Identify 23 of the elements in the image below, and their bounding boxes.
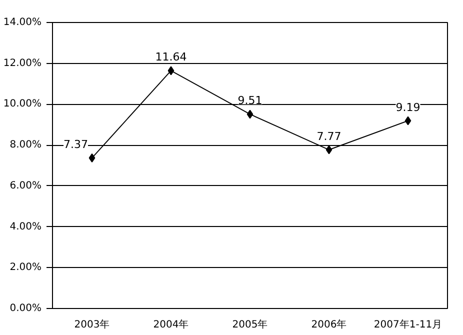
y-tick-label: 2.00% (10, 262, 42, 274)
x-tick-label: 2003年 (74, 318, 110, 330)
point (404, 116, 412, 126)
data-label: 11.64 (155, 50, 187, 64)
data-label: 9.51 (238, 94, 262, 108)
y-tick-label: 14.00% (3, 17, 42, 28)
y-tick-label: 10.00% (3, 98, 42, 110)
x-tick-label: 2004年 (153, 318, 189, 330)
point (246, 110, 254, 119)
data-label: 9.19 (396, 100, 420, 114)
y-tick-label: 6.00% (10, 180, 42, 192)
x-tick-label: 2006年 (311, 318, 347, 330)
y-tick-label: 0.00% (10, 303, 42, 314)
y-tick-label: 4.00% (10, 221, 42, 232)
point (168, 66, 174, 76)
data-label: 7.37 (64, 138, 88, 151)
y-tick-label: 12.00% (3, 58, 42, 69)
y-tick-label: 8.00% (10, 140, 42, 151)
x-tick-label: 2007年1-11月 (374, 318, 442, 330)
point (88, 153, 96, 162)
data-label: 7.77 (316, 130, 342, 143)
x-tick-label: 2005年 (232, 318, 268, 330)
point (326, 145, 332, 154)
